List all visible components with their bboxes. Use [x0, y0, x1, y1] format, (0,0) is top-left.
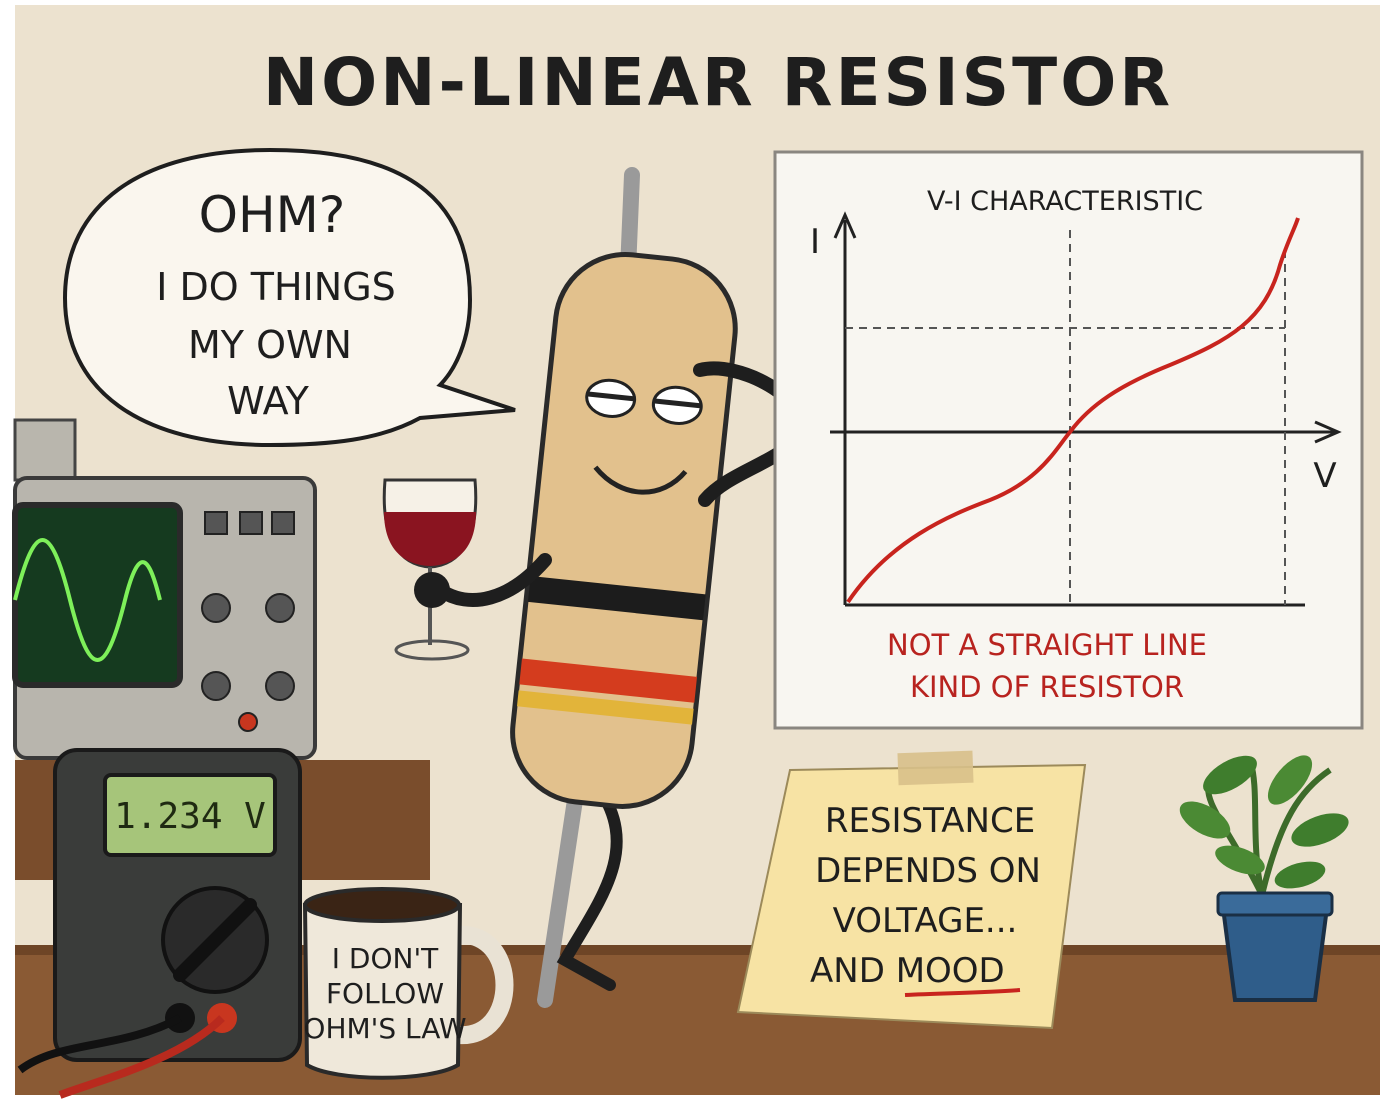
resistor-lead — [537, 772, 586, 1008]
graph-caption: NOT A STRAIGHT LINE — [887, 628, 1207, 662]
mug: I DON'T FOLLOW OHM'S LAW — [302, 887, 514, 1080]
note-paper — [736, 763, 1087, 1030]
band-gold — [516, 690, 694, 725]
desk-edge — [15, 945, 1380, 955]
note-line: RESISTANCE — [825, 801, 1035, 841]
underline — [904, 988, 1021, 997]
scope-button — [204, 511, 228, 535]
note-word-emphasis: MOOD — [896, 951, 1005, 991]
leaf — [1179, 801, 1231, 839]
leaf — [1274, 861, 1326, 889]
mug-handle — [457, 925, 514, 1045]
scope-knob — [201, 593, 231, 623]
scope-knob — [201, 671, 231, 701]
note-line: VOLTAGE... — [833, 901, 1018, 941]
bubble-line: MY OWN — [188, 323, 352, 367]
dial-pointer — [173, 898, 257, 982]
graph-caption: KIND OF RESISTOR — [910, 670, 1184, 704]
bubble-line: OHM? — [199, 186, 346, 244]
graph-title: V-I CHARACTERISTIC — [927, 186, 1203, 217]
scope-knob — [265, 671, 295, 701]
resistor-character — [433, 167, 808, 1008]
sticky-note: RESISTANCE DEPENDS ON VOLTAGE... AND MOO… — [736, 750, 1087, 1030]
scope-led — [238, 712, 258, 732]
graph-board: V-I CHARACTERISTIC I V NOT A STRAIGHT LI… — [773, 150, 1364, 730]
meter-lcd — [103, 773, 277, 857]
note-line: DEPENDS ON — [815, 851, 1041, 891]
scope-wave — [13, 538, 162, 662]
leaf — [1291, 813, 1349, 847]
bubble-line: WAY — [227, 379, 310, 423]
speech-bubble: OHM? I DO THINGS MY OWN WAY — [62, 147, 516, 448]
mug-body — [302, 903, 463, 1080]
bubble-shape — [62, 147, 516, 448]
x-axis-label: V — [1313, 456, 1336, 496]
title: NON-LINEAR RESISTOR — [263, 44, 1173, 121]
tape — [897, 750, 974, 786]
bubble-line: I DO THINGS — [156, 265, 396, 309]
wine — [384, 512, 476, 566]
scope-button — [271, 511, 295, 535]
scope-button — [239, 511, 263, 535]
eyelid — [653, 398, 702, 409]
x-arrow — [1314, 420, 1342, 444]
y-axis-label: I — [810, 222, 820, 262]
resistor-leg — [556, 784, 623, 991]
scope-knob — [265, 593, 295, 623]
meter-reading: 1.234 V — [114, 796, 266, 837]
y-arrow — [833, 211, 857, 239]
wine-glass — [382, 478, 478, 661]
band-black — [527, 575, 706, 621]
note-word: AND — [810, 951, 885, 991]
scope-top — [13, 418, 77, 482]
eyelid — [586, 391, 636, 402]
mug-line: OHM'S LAW — [303, 1012, 466, 1045]
note-line: AND MOOD — [810, 951, 1005, 991]
multimeter: 1.234 V — [17, 748, 302, 1099]
hand — [414, 572, 450, 608]
leaf — [1203, 755, 1257, 795]
leaf — [1267, 755, 1313, 805]
leaf — [1215, 845, 1265, 875]
board — [773, 150, 1364, 730]
probe-cable — [58, 1015, 225, 1099]
glass-foot — [394, 639, 470, 661]
mug-line: FOLLOW — [326, 977, 444, 1010]
smile — [593, 465, 688, 495]
mug-line: I DON'T — [332, 942, 439, 975]
plant — [1179, 755, 1349, 1002]
mug-coffee — [303, 887, 461, 923]
band-red — [519, 658, 698, 703]
curve — [846, 217, 1300, 604]
probe-cable — [17, 1014, 182, 1074]
resistor-arm — [433, 553, 552, 607]
pot-rim — [1216, 891, 1334, 917]
